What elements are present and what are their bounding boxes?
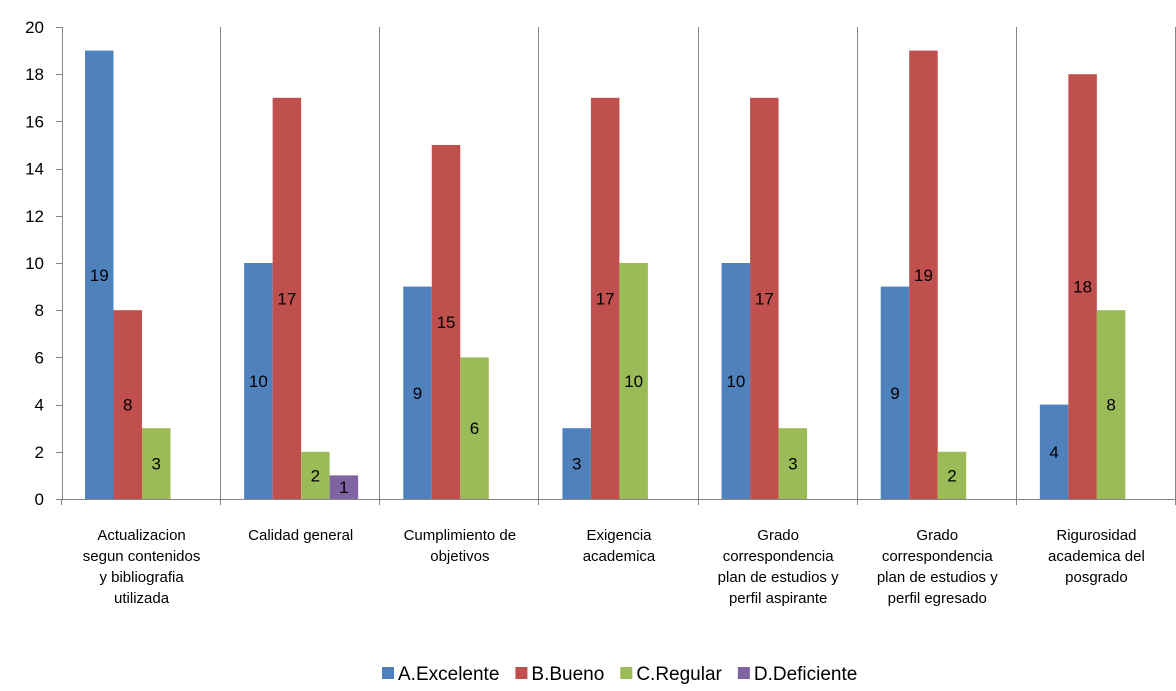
bar	[142, 428, 171, 499]
category-label: Actualizacion segun contenidos y bibliogra…	[83, 527, 201, 607]
category-label: Calidad general	[248, 527, 353, 544]
data-label: 10	[249, 372, 268, 391]
axes	[56, 27, 1176, 505]
data-label: 15	[437, 313, 456, 332]
bar	[619, 263, 648, 499]
y-tick-label: 16	[25, 112, 44, 131]
data-label: 19	[914, 266, 933, 285]
category-labels: Actualizacion segun contenidos y bibliogra…	[83, 527, 1145, 607]
legend-label: B.Bueno	[531, 664, 604, 685]
legend-item: B.Bueno	[515, 664, 604, 685]
data-label: 1	[339, 478, 348, 497]
data-label: 17	[596, 289, 615, 308]
bar	[113, 310, 142, 499]
data-label: 10	[624, 372, 643, 391]
data-label: 19	[90, 266, 109, 285]
y-tick-label: 6	[35, 348, 44, 367]
category-label: Grado correspondencia plan de estudios y pe…	[718, 527, 839, 607]
bar	[909, 50, 938, 499]
bar	[329, 475, 359, 499]
category-label: Rigurosidad academica del posgrado	[1048, 527, 1145, 586]
bar	[778, 428, 808, 499]
data-label: 8	[123, 396, 132, 415]
y-tick-label: 2	[35, 443, 44, 462]
bar	[244, 263, 273, 499]
bar	[590, 97, 620, 500]
data-label: 18	[1073, 278, 1092, 297]
legend-swatch	[620, 667, 633, 679]
bar	[1096, 310, 1126, 499]
y-tick-label: 20	[25, 18, 44, 37]
data-label: 8	[1106, 396, 1115, 415]
legend-label: C.Regular	[636, 664, 722, 685]
y-tick-label: 18	[25, 65, 44, 84]
legend-item: A.Excelente	[382, 664, 499, 685]
data-label: 9	[413, 384, 422, 403]
bar	[460, 357, 489, 499]
legend-swatch	[515, 667, 528, 679]
legend-swatch	[382, 667, 394, 679]
y-tick-label: 14	[25, 160, 44, 179]
legend-item: C.Regular	[620, 664, 723, 685]
y-tick-label: 8	[35, 301, 44, 320]
bar	[750, 97, 779, 500]
category-label: Exigencia academica	[583, 527, 656, 565]
data-label: 9	[890, 384, 899, 403]
bar	[403, 286, 432, 499]
data-label: 2	[311, 466, 320, 485]
y-tick-label: 0	[35, 490, 44, 509]
y-tick-labels: 0 2 4 6 8 10 12 14 16 18 20	[25, 18, 44, 509]
bar	[880, 286, 910, 499]
legend-label: D.Deficiente	[754, 664, 858, 685]
bar	[1068, 74, 1097, 499]
data-labels: 19 10 9 3 10 9 4 8 17 15 17 17 19 18 3 2 6 10 3 2 8 1	[90, 266, 1116, 497]
legend-label: A.Excelente	[398, 664, 499, 685]
category-label: Cumplimiento de objetivos	[404, 527, 517, 565]
y-tick-label: 4	[35, 396, 44, 415]
legend: A.Excelente B.Bueno C.Regular D.Deficiente	[382, 664, 857, 685]
category-label: Grado correspondencia plan de estudios y pe…	[877, 527, 998, 607]
data-label: 3	[152, 455, 161, 474]
data-label: 10	[726, 372, 745, 391]
data-label: 2	[947, 466, 956, 485]
data-label: 17	[755, 289, 774, 308]
bar	[937, 451, 967, 499]
data-label: 17	[277, 289, 296, 308]
legend-item: D.Deficiente	[737, 664, 858, 685]
data-label: 4	[1049, 443, 1058, 462]
data-label: 3	[572, 455, 581, 474]
grid-lines	[220, 27, 1176, 499]
bar	[272, 97, 302, 500]
bar	[431, 145, 461, 499]
bar	[721, 263, 751, 499]
data-label: 6	[470, 419, 479, 438]
bar	[1039, 404, 1069, 499]
y-tick-label: 12	[25, 207, 44, 226]
bars	[85, 50, 1126, 500]
bar	[562, 428, 591, 499]
y-tick-label: 10	[25, 254, 44, 273]
bar	[85, 50, 114, 499]
bar	[301, 451, 330, 499]
data-label: 3	[788, 455, 797, 474]
legend-swatch	[737, 667, 750, 679]
